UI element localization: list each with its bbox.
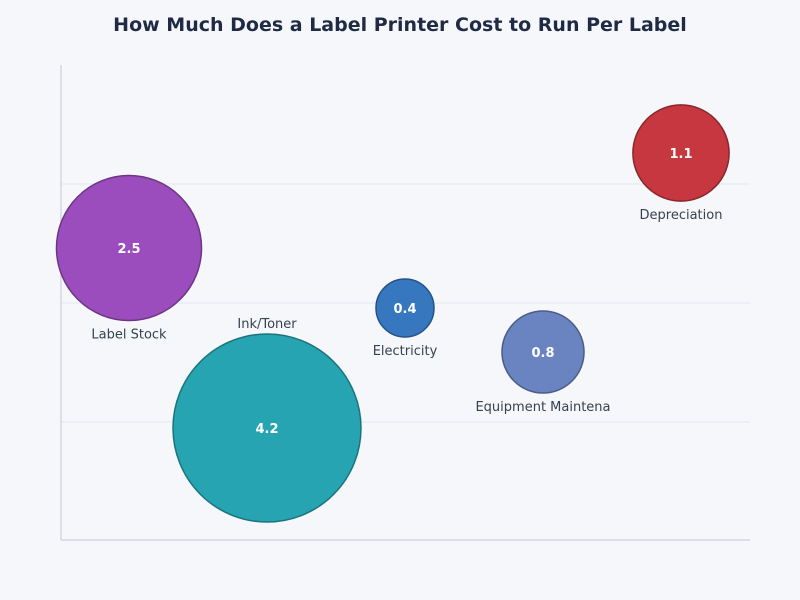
bubble-0[interactable]: 2.5 Label Stock (55, 174, 203, 343)
bubble-3[interactable]: 0.8 Equipment Maintena (475, 310, 611, 415)
chart-title: How Much Does a Label Printer Cost to Ru… (113, 14, 687, 36)
bubble-value-label: 0.8 (531, 346, 554, 361)
bubble-circle[interactable] (632, 104, 730, 202)
bubble-value-label: 1.1 (669, 147, 692, 162)
axes (60, 65, 750, 541)
bubble-2[interactable]: 0.4 Electricity (373, 278, 438, 359)
bubble-circle[interactable] (55, 174, 203, 322)
bubble-value-label: 2.5 (117, 242, 140, 257)
bubble-value-label: 4.2 (255, 422, 278, 437)
bubbles: 2.5 Label Stock 4.2 Ink/Toner 0.4 Electricity… (55, 104, 730, 523)
bubble-category-label: Depreciation (640, 208, 723, 223)
bubble-category-label: Electricity (373, 344, 438, 359)
bubble-circle[interactable] (501, 310, 585, 394)
bubble-1[interactable]: 4.2 Ink/Toner (172, 317, 362, 523)
bubble-circle[interactable] (375, 278, 435, 338)
bubble-value-label: 0.4 (393, 302, 416, 317)
bubble-category-label: Ink/Toner (237, 317, 297, 332)
bubble-category-label: Equipment Maintena (475, 400, 610, 415)
bubble-4[interactable]: 1.1 Depreciation (632, 104, 730, 223)
bubble-category-label: Label Stock (91, 328, 167, 343)
bubble-circle[interactable] (172, 333, 362, 523)
